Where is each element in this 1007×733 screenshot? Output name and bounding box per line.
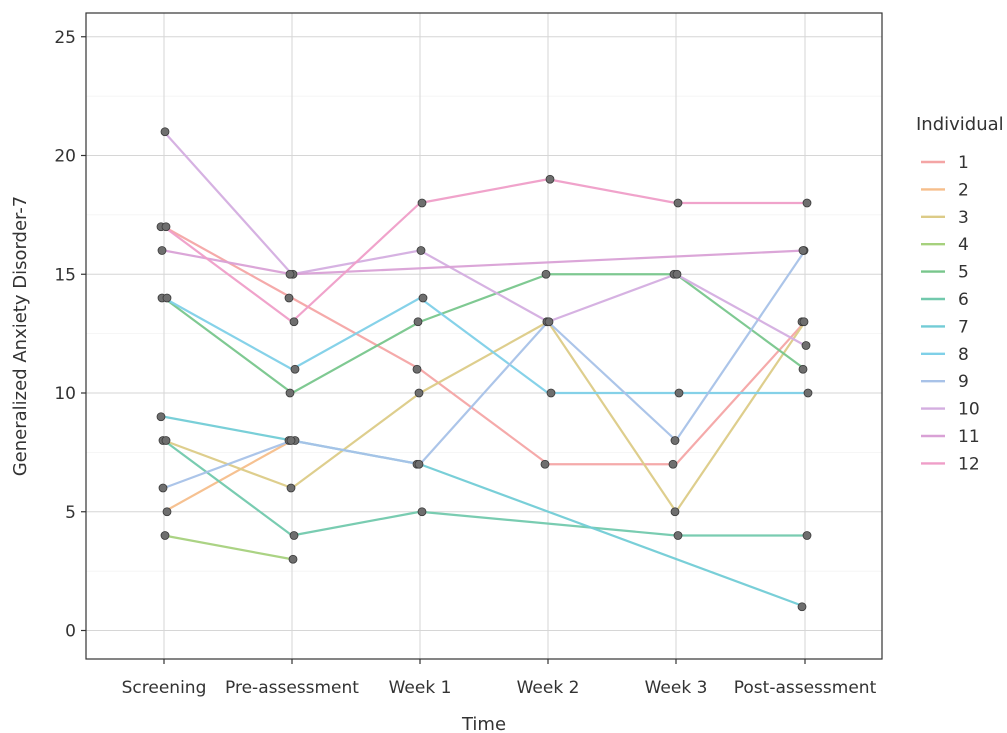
data-point-5 — [798, 364, 808, 374]
series-line-3 — [163, 320, 806, 513]
series-line-1 — [163, 225, 806, 466]
data-point-8 — [674, 388, 684, 398]
x-tick-label: Screening — [122, 678, 207, 698]
legend-label-11: 11 — [958, 427, 980, 447]
data-point-4 — [160, 531, 170, 540]
x-tick-label: Week 2 — [517, 678, 580, 698]
plot-panel-border — [85, 12, 883, 660]
data-point-12 — [289, 317, 299, 327]
data-points — [156, 127, 813, 612]
y-axis-ticks: 0 5 10 15 20 25 — [54, 28, 86, 642]
legend-label-3: 3 — [958, 208, 969, 228]
series-line-8 — [163, 296, 805, 395]
data-point-6 — [161, 436, 171, 445]
series-line-2 — [163, 439, 293, 513]
y-tick-label: 15 — [54, 265, 76, 285]
data-point-9 — [286, 436, 296, 445]
data-point-1 — [284, 293, 294, 303]
data-point-5 — [285, 388, 295, 398]
data-point-1 — [668, 459, 678, 469]
y-tick-label: 5 — [65, 503, 76, 523]
series-line-5 — [163, 273, 806, 395]
x-tick-label: Post-assessment — [734, 678, 877, 698]
data-point-12 — [545, 174, 555, 184]
series-line-4 — [163, 534, 293, 561]
legend-label-1: 1 — [958, 153, 969, 173]
y-axis-title: Generalized Anxiety Disorder-7 — [10, 196, 31, 477]
data-point-3 — [286, 483, 296, 493]
data-point-3 — [670, 507, 680, 517]
x-axis-ticks: Screening Pre-assessment Week 1 Week 2 Week … — [122, 659, 877, 698]
data-point-4 — [288, 554, 298, 564]
data-point-3 — [414, 388, 424, 398]
data-point-5 — [413, 317, 423, 327]
legend-label-4: 4 — [958, 235, 969, 255]
legend-label-6: 6 — [958, 290, 969, 310]
x-axis-title: Time — [461, 714, 506, 733]
data-point-6 — [802, 531, 812, 540]
data-point-8 — [418, 293, 428, 303]
data-point-7 — [156, 412, 166, 422]
data-point-1 — [540, 459, 550, 469]
data-point-9 — [670, 436, 680, 445]
data-point-12 — [673, 198, 683, 208]
series-lines — [163, 131, 806, 608]
y-tick-label: 10 — [54, 384, 76, 404]
legend-label-10: 10 — [958, 400, 980, 420]
data-point-10 — [544, 317, 554, 327]
data-point-12 — [161, 222, 171, 232]
data-point-7 — [797, 602, 807, 612]
data-point-12 — [417, 198, 427, 208]
series-line-10 — [163, 131, 806, 347]
legend-title: Individual — [916, 114, 1004, 135]
data-point-8 — [803, 388, 813, 398]
y-tick-label: 25 — [54, 28, 76, 48]
data-point-6 — [289, 531, 299, 540]
grid — [86, 13, 882, 659]
legend-label-12: 12 — [958, 454, 980, 474]
data-point-10 — [160, 127, 170, 137]
y-tick-label: 0 — [65, 622, 76, 642]
data-point-11 — [798, 246, 808, 255]
data-point-9 — [158, 483, 168, 493]
data-point-10 — [416, 246, 426, 255]
data-point-12 — [802, 198, 812, 208]
data-point-10 — [801, 341, 811, 350]
legend-label-8: 8 — [958, 345, 969, 365]
data-point-11 — [157, 246, 167, 255]
data-point-11 — [285, 269, 295, 279]
legend-label-5: 5 — [958, 263, 969, 283]
data-point-8 — [162, 293, 172, 303]
data-point-10 — [672, 269, 682, 279]
data-point-6 — [417, 507, 427, 517]
data-point-5 — [541, 269, 551, 279]
data-point-8 — [546, 388, 556, 398]
y-tick-label: 20 — [54, 147, 76, 167]
x-tick-label: Pre-assessment — [225, 678, 359, 698]
x-tick-label: Week 3 — [645, 678, 708, 698]
legend-label-2: 2 — [958, 180, 969, 200]
data-point-1 — [412, 364, 422, 374]
series-line-11 — [163, 249, 806, 276]
series-line-9 — [163, 249, 806, 490]
data-point-9 — [414, 459, 424, 469]
series-line-12 — [163, 178, 805, 323]
data-point-8 — [290, 364, 300, 374]
data-point-3 — [799, 317, 809, 327]
legend-label-9: 9 — [958, 372, 969, 392]
data-point-6 — [673, 531, 683, 540]
legend-label-7: 7 — [958, 317, 969, 337]
data-point-2 — [162, 507, 172, 517]
x-tick-label: Week 1 — [389, 678, 452, 698]
